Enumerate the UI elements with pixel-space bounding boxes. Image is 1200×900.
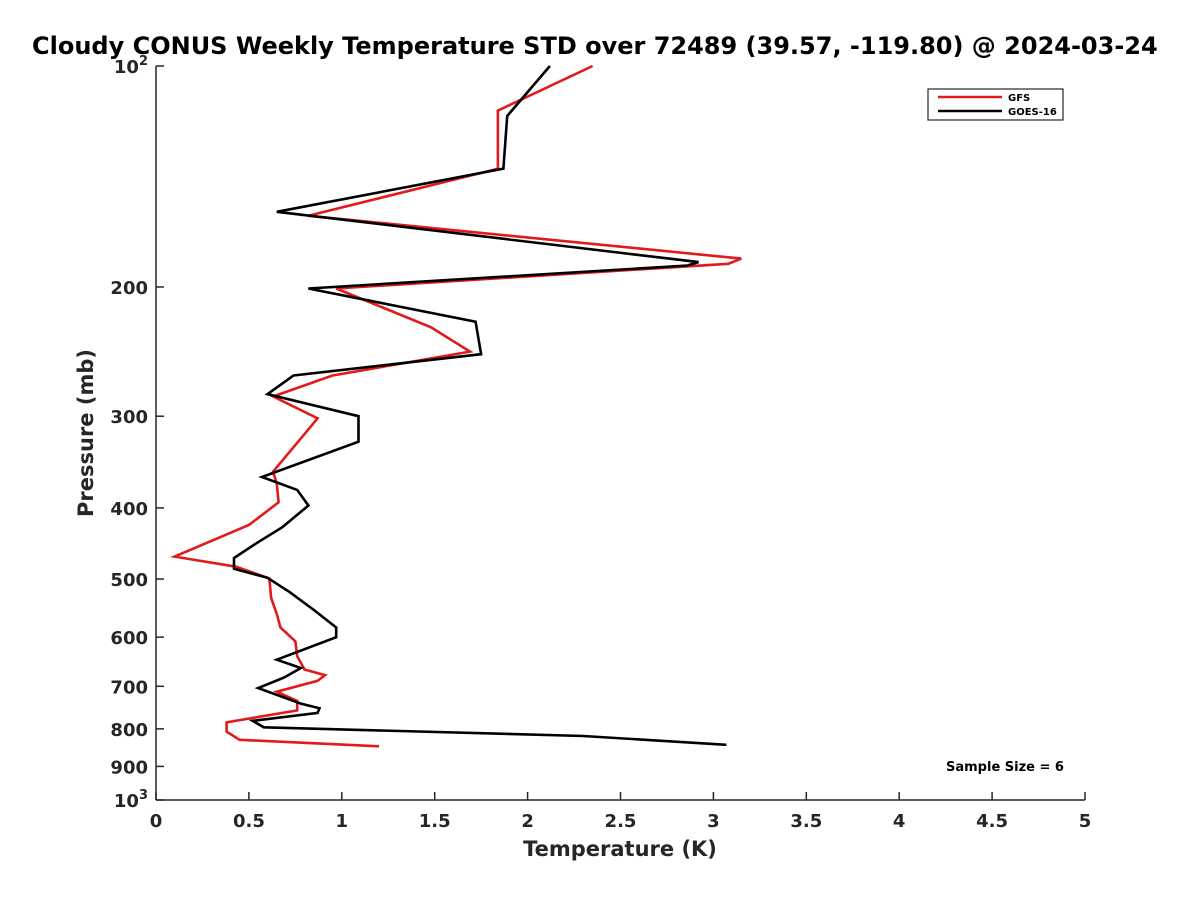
- series-line-goes-16: [232, 65, 727, 747]
- y-tick-label: 500: [110, 570, 148, 591]
- y-tick-label: 400: [110, 499, 148, 520]
- y-tick-label: 900: [110, 757, 148, 778]
- y-tick-label: 200: [110, 278, 148, 299]
- x-tick-label: 0: [150, 811, 163, 832]
- y-tick-label-base: 10: [114, 57, 139, 78]
- y-axis-label: Pressure (mb): [74, 349, 98, 517]
- y-tick-label: 700: [110, 677, 148, 698]
- x-tick-label: 1: [336, 811, 349, 832]
- plot-area: [155, 66, 1085, 801]
- x-tick-label: 0.5: [233, 811, 265, 832]
- y-tick-label-base: 900: [110, 757, 148, 778]
- y-tick-label-base: 800: [110, 720, 148, 741]
- sample-size-annotation: Sample Size = 6: [946, 760, 1064, 775]
- y-tick-label-base: 400: [110, 499, 148, 520]
- chart-title: Cloudy CONUS Weekly Temperature STD over…: [32, 32, 1158, 60]
- y-tick-label-base: 10: [114, 791, 139, 812]
- legend-label: GFS: [1008, 93, 1030, 104]
- legend-box: [927, 88, 1064, 121]
- x-ticks: 0 0.5 1 1.5 2 2.5 3 3.5 4 4.5 5: [150, 792, 1092, 832]
- y-tick-label: 103: [114, 788, 148, 812]
- series-lines: [169, 64, 742, 748]
- y-tick-label-base: 200: [110, 278, 148, 299]
- x-axis-label: Temperature (K): [523, 837, 717, 861]
- x-tick-label: 2: [521, 811, 534, 832]
- y-tick-label-base: 600: [110, 628, 148, 649]
- x-tick-label: 3: [707, 811, 720, 832]
- x-tick-label: 2.5: [605, 811, 637, 832]
- y-tick-label-exponent: 3: [139, 788, 148, 803]
- y-tick-label: 300: [110, 407, 148, 428]
- y-tick-label: 600: [110, 628, 148, 649]
- x-tick-label: 5: [1079, 811, 1092, 832]
- legend-label: GOES-16: [1008, 107, 1057, 118]
- y-tick-label-base: 700: [110, 677, 148, 698]
- x-tick-label: 4.5: [976, 811, 1008, 832]
- y-tick-label-exponent: 2: [139, 54, 148, 69]
- y-tick-label-base: 300: [110, 407, 148, 428]
- series-line-gfs: [169, 64, 742, 748]
- y-tick-label-base: 500: [110, 570, 148, 591]
- x-tick-label: 1.5: [419, 811, 451, 832]
- legend: GFS GOES-16: [927, 88, 1064, 121]
- y-tick-label: 102: [114, 54, 148, 78]
- y-tick-label: 800: [110, 720, 148, 741]
- x-tick-label: 3.5: [790, 811, 822, 832]
- x-tick-label: 4: [893, 811, 906, 832]
